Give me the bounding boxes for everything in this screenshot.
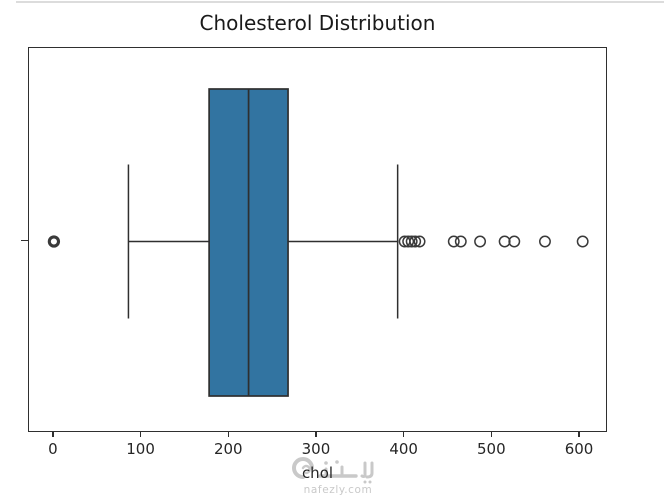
outlier-point bbox=[405, 235, 418, 248]
outlier-point bbox=[402, 235, 415, 248]
x-axis-label: chol bbox=[301, 464, 334, 482]
y-axis-category-tick bbox=[21, 240, 28, 242]
x-tick-label: 200 bbox=[213, 440, 243, 458]
outlier-point bbox=[508, 235, 521, 248]
x-tick-label: 0 bbox=[48, 440, 58, 458]
outlier-point bbox=[474, 235, 487, 248]
x-tick-label: 300 bbox=[301, 440, 331, 458]
outlier-point bbox=[409, 235, 422, 248]
x-tick-mark bbox=[139, 432, 142, 437]
outlier-point bbox=[447, 235, 460, 248]
x-tick-mark bbox=[227, 432, 229, 437]
outlier-point bbox=[539, 235, 551, 248]
outlier-point bbox=[498, 235, 511, 248]
x-tick-mark bbox=[578, 432, 580, 437]
boxplot-canvas bbox=[47, 88, 589, 397]
x-tick-mark bbox=[490, 432, 493, 437]
outlier-point bbox=[454, 235, 467, 248]
outlier-point bbox=[47, 235, 61, 248]
top-divider-line bbox=[16, 1, 664, 3]
outlier-point bbox=[576, 235, 589, 248]
chart-title: Cholesterol Distribution bbox=[199, 11, 436, 35]
plot-area bbox=[28, 47, 607, 432]
x-tick-mark bbox=[52, 432, 54, 437]
outlier-point bbox=[413, 235, 426, 248]
x-tick-label: 500 bbox=[477, 440, 506, 458]
x-tick-mark bbox=[402, 432, 405, 437]
x-tick-label: 400 bbox=[389, 440, 418, 458]
x-tick-label: 100 bbox=[126, 440, 155, 458]
watermark-site-text: nafezly.com bbox=[303, 484, 373, 496]
x-tick-label: 600 bbox=[564, 440, 594, 458]
x-tick-mark bbox=[315, 432, 317, 437]
